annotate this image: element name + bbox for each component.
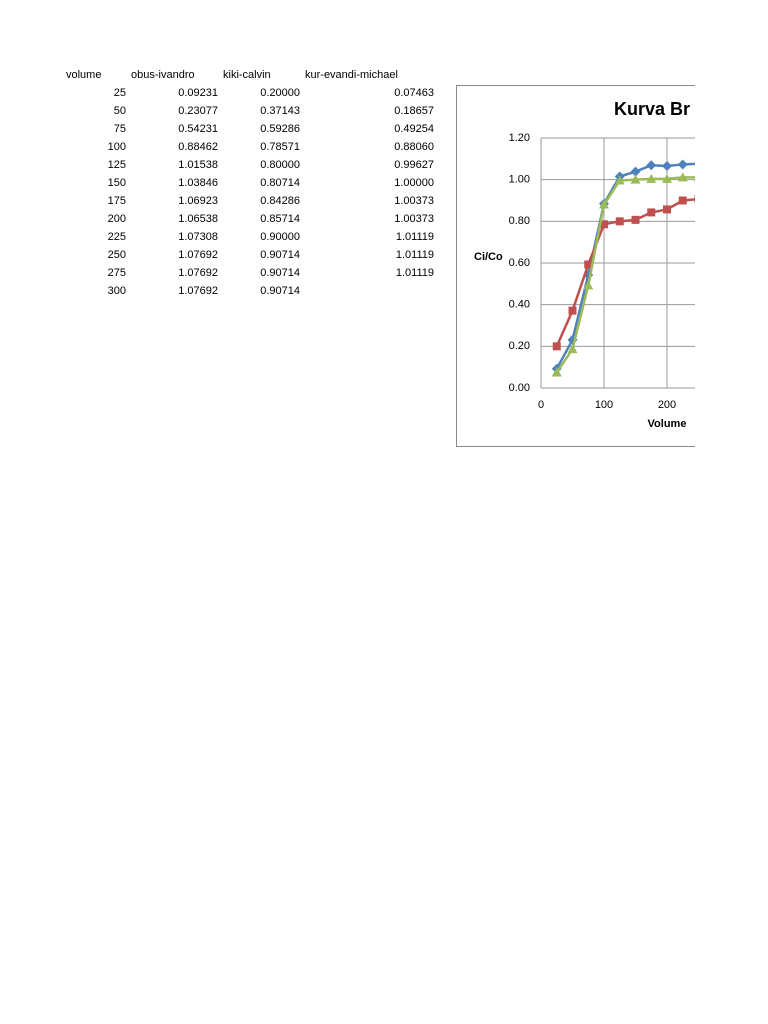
table-cell: 225 <box>107 231 126 243</box>
marker <box>678 196 687 205</box>
table-cell: 0.37143 <box>260 105 300 117</box>
marker <box>646 173 657 183</box>
x-axis-label: Volume <box>648 418 687 430</box>
column-header: kiki-calvin <box>223 69 271 81</box>
table-cell: 75 <box>113 123 126 135</box>
column-header: kur-evandi-michael <box>305 69 398 81</box>
y-tick-label: 0.20 <box>509 340 530 352</box>
table-cell: 1.01119 <box>395 231 434 243</box>
table-cell: 0.88462 <box>178 141 218 153</box>
x-tick-label: 200 <box>658 399 676 411</box>
table-cell: 0.59286 <box>260 123 300 135</box>
marker <box>567 344 578 354</box>
marker <box>630 166 641 177</box>
table-cell: 0.90714 <box>260 267 300 279</box>
table-cell: 0.49254 <box>394 123 434 135</box>
marker <box>646 160 657 171</box>
table-cell: 0.90714 <box>260 249 300 261</box>
chart-frame <box>456 85 695 447</box>
table-cell: 0.23077 <box>178 105 218 117</box>
table-cell: 1.07692 <box>178 249 218 261</box>
marker <box>600 220 608 229</box>
table-cell: 1.06923 <box>178 195 218 207</box>
marker <box>583 280 594 290</box>
marker <box>677 172 688 182</box>
table-cell: 1.00373 <box>394 195 434 207</box>
y-tick-label: 1.00 <box>509 174 530 186</box>
table-cell: 0.18657 <box>394 105 434 117</box>
table-cell: 1.00373 <box>394 213 434 225</box>
x-tick-label: 100 <box>595 399 613 411</box>
table-cell: 175 <box>107 195 126 207</box>
table-cell: 0.88060 <box>394 141 434 153</box>
table-cell: 1.00000 <box>394 177 434 189</box>
table-cell: 0.09231 <box>178 87 218 99</box>
table-cell: 0.20000 <box>260 87 300 99</box>
table-cell: 0.84286 <box>260 195 300 207</box>
table-cell: 275 <box>107 267 126 279</box>
table-cell: 25 <box>113 87 126 99</box>
marker <box>551 367 562 377</box>
marker <box>662 161 672 172</box>
table-cell: 0.90714 <box>260 285 300 297</box>
column-header: obus-ivandro <box>131 69 195 81</box>
y-tick-label: 0.40 <box>509 299 530 311</box>
table-cell: 0.54231 <box>178 123 218 135</box>
marker <box>662 173 672 183</box>
table-cell: 1.01119 <box>395 249 434 261</box>
table-cell: 0.78571 <box>260 141 300 153</box>
table-cell: 100 <box>107 141 126 153</box>
marker <box>614 175 625 185</box>
chart: Kurva Br Ci/Co Volume 0.00 0.20 0.40 0.60 0.… <box>456 85 695 447</box>
y-axis-label: Ci/Co <box>474 251 503 263</box>
table-cell: 0.99627 <box>394 159 434 171</box>
table-cell: 0.85714 <box>260 213 300 225</box>
series-line <box>555 198 695 347</box>
table-cell: 300 <box>107 285 126 297</box>
marker <box>552 342 561 351</box>
column-header: volume <box>66 69 102 81</box>
marker <box>693 162 695 166</box>
table-cell: 0.80000 <box>260 159 300 171</box>
table-cell: 1.01119 <box>395 267 434 279</box>
marker <box>615 217 624 226</box>
table-cell: 1.01538 <box>178 159 218 171</box>
table-cell: 250 <box>107 249 126 261</box>
table-cell: 150 <box>107 177 126 189</box>
y-tick-label: 0.80 <box>509 215 530 227</box>
table-cell: 0.90000 <box>260 231 300 243</box>
table-cell: 0.07463 <box>394 87 434 99</box>
y-tick-label: 0.00 <box>509 382 530 394</box>
table-cell: 0.80714 <box>260 177 300 189</box>
table-cell: 1.06538 <box>178 213 218 225</box>
table-cell: 1.07308 <box>178 231 218 243</box>
table-cell: 200 <box>107 213 126 225</box>
marker <box>677 159 688 170</box>
table-cell: 125 <box>107 159 126 171</box>
marker <box>694 195 695 204</box>
x-tick-label: 0 <box>538 399 544 411</box>
table-cell: 50 <box>113 105 126 117</box>
y-tick-label: 0.60 <box>509 257 530 269</box>
marker <box>584 260 593 269</box>
marker <box>630 174 641 184</box>
table-cell: 1.07692 <box>178 285 218 297</box>
marker <box>647 208 656 217</box>
table-cell: 1.03846 <box>178 177 218 189</box>
y-tick-label: 1.20 <box>509 132 530 144</box>
marker <box>631 215 640 224</box>
marker <box>663 205 671 214</box>
chart-title: Kurva Br <box>614 99 690 119</box>
marker <box>599 199 609 209</box>
marker <box>568 306 577 315</box>
table-cell: 1.07692 <box>178 267 218 279</box>
